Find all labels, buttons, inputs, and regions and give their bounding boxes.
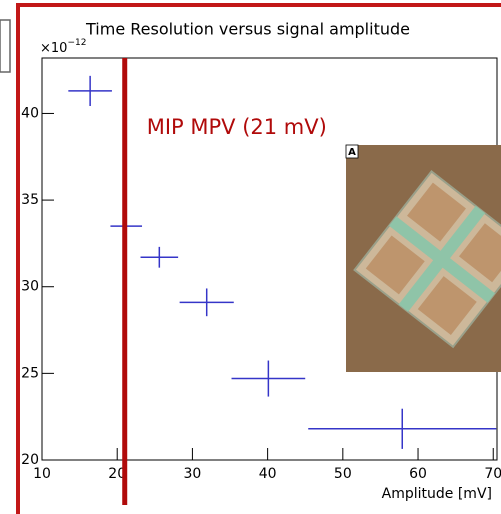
y-tick-label: 35 [21,192,39,208]
reference-line-label: MIP MPV (21 mV) [147,115,327,139]
y-multiplier-base: ×10 [40,41,67,56]
y-tick-label: 40 [21,105,39,121]
cut-off-panel [0,19,11,73]
x-tick-label: 40 [259,466,277,482]
x-tick-label: 60 [409,466,427,482]
y-tick-label: 20 [21,452,39,468]
x-tick-label: 50 [334,466,352,482]
inset-label: A [348,147,356,158]
x-tick-label: 20 [108,466,126,482]
y-multiplier-exponent: −12 [67,38,86,48]
y-tick-label: 25 [21,365,39,381]
y-multiplier: ×10−12 [40,38,86,56]
inset-label-box [345,144,359,159]
y-tick-label: 30 [21,279,39,295]
x-tick-label: 30 [183,466,201,482]
chart-title: Time Resolution versus signal amplitude [85,20,410,39]
x-tick-label: 70 [484,466,501,482]
x-axis-label: Amplitude [mV] [382,486,492,502]
inset-photo: A [345,144,501,372]
x-tick-label: 10 [33,466,51,482]
chip [353,170,501,349]
